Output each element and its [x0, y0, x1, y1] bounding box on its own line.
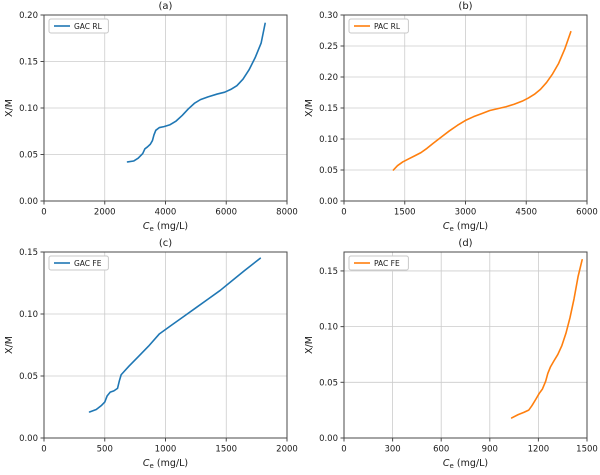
y-tick-label: 0.20 — [319, 73, 338, 83]
x-tick-label: 2000 — [276, 445, 298, 455]
y-tick-label: 0.00 — [319, 197, 338, 207]
x-tick-label: 500 — [97, 445, 113, 455]
x-tick-label: 8000 — [276, 208, 298, 218]
y-axis-label: X/M — [304, 336, 315, 354]
y-tick-label: 0.15 — [19, 248, 38, 258]
x-tick-label: 6000 — [576, 208, 598, 218]
legend-box — [348, 18, 409, 34]
x-axis-label: Ce (mg/L) — [143, 458, 188, 470]
y-tick-label: 0.05 — [19, 372, 38, 382]
legend-label: PAC RL — [374, 22, 401, 31]
y-axis-label: X/M — [4, 99, 15, 117]
y-tick-label: 0.10 — [319, 323, 338, 333]
y-tick-label: 0.15 — [19, 58, 38, 68]
legend-label: GAC FE — [74, 259, 102, 268]
series-line-pac-rl — [392, 30, 572, 171]
x-axis-label: Ce (mg/L) — [443, 458, 488, 470]
y-tick-label: 0.05 — [319, 378, 338, 388]
x-tick-label: 0 — [341, 445, 346, 455]
x-tick-label: 300 — [384, 445, 400, 455]
y-tick-label: 0.10 — [19, 104, 38, 114]
chart-title: (d) — [458, 238, 472, 249]
x-tick-label: 0 — [41, 445, 46, 455]
x-tick-label: 3000 — [455, 208, 477, 218]
legend-box — [348, 255, 409, 271]
chart-canvas-b: 0 1500 3000 4500 6000 0.00 0.05 0.10 0.15 0.20 0.2… — [304, 1, 598, 233]
x-tick-label: 1200 — [528, 445, 550, 455]
subplot-a: 0 2000 4000 6000 8000 0.00 0.05 0.10 0.15 0.20 (a)… — [0, 0, 300, 237]
y-tick-label: 0.15 — [319, 104, 338, 114]
subplot-d: 0 300 600 900 1200 1500 0.00 0.05 0.10 0.15 (d) X/M… — [300, 237, 600, 474]
y-tick-label: 0.00 — [19, 197, 38, 207]
y-tick-label: 0.10 — [319, 135, 338, 145]
chart-canvas-d: 0 300 600 900 1200 1500 0.00 0.05 0.10 0.15 (d) X/M… — [304, 238, 598, 470]
legend-box — [48, 18, 109, 34]
x-axis-label: Ce (mg/L) — [143, 221, 188, 233]
legend: PAC FE — [348, 255, 409, 271]
series-line-gac-fe — [88, 257, 262, 413]
chart-canvas-c: 0 500 1000 1500 2000 0.00 0.05 0.10 0.15 (c) X/M Ce… — [4, 238, 298, 470]
x-tick-label: 1500 — [215, 445, 237, 455]
x-tick-label: 4500 — [515, 208, 537, 218]
chart-title: (a) — [159, 1, 173, 12]
x-tick-label: 0 — [41, 208, 46, 218]
y-tick-label: 0.10 — [19, 310, 38, 320]
y-tick-label: 0.05 — [319, 166, 338, 176]
x-tick-label: 6000 — [215, 208, 237, 218]
y-axis-label: X/M — [4, 336, 15, 354]
subplot-b: 0 1500 3000 4500 6000 0.00 0.05 0.10 0.15 0.20 0.2… — [300, 0, 600, 237]
x-tick-label: 1500 — [394, 208, 416, 218]
legend-box — [48, 255, 109, 271]
chart-title: (b) — [458, 1, 472, 12]
y-tick-label: 0.00 — [19, 434, 38, 444]
x-tick-label: 900 — [482, 445, 498, 455]
x-tick-label: 4000 — [155, 208, 177, 218]
x-tick-label: 2000 — [94, 208, 116, 218]
y-tick-label: 0.30 — [319, 11, 338, 21]
y-tick-label: 0.20 — [19, 11, 38, 21]
series-line-gac-rl — [126, 22, 266, 163]
y-tick-label: 0.05 — [19, 151, 38, 161]
y-tick-label: 0.00 — [319, 434, 338, 444]
legend: PAC RL — [348, 18, 409, 34]
legend-label: GAC RL — [74, 22, 103, 31]
subplot-c: 0 500 1000 1500 2000 0.00 0.05 0.10 0.15 (c) X/M Ce… — [0, 237, 300, 474]
plot-area-border — [343, 251, 588, 439]
y-tick-label: 0.25 — [319, 42, 338, 52]
legend: GAC FE — [48, 255, 109, 271]
y-tick-label: 0.15 — [319, 267, 338, 277]
x-tick-label: 600 — [433, 445, 449, 455]
x-tick-label: 1500 — [576, 445, 598, 455]
legend-label: PAC FE — [374, 259, 400, 268]
x-axis-label: Ce (mg/L) — [443, 221, 488, 233]
chart-canvas-a: 0 2000 4000 6000 8000 0.00 0.05 0.10 0.15 0.20 (a)… — [4, 1, 298, 233]
y-axis-label: X/M — [304, 99, 315, 117]
chart-title: (c) — [159, 238, 172, 249]
x-tick-label: 1000 — [155, 445, 177, 455]
series-line-pac-fe — [510, 258, 583, 419]
legend: GAC RL — [48, 18, 109, 34]
x-tick-label: 0 — [341, 208, 346, 218]
